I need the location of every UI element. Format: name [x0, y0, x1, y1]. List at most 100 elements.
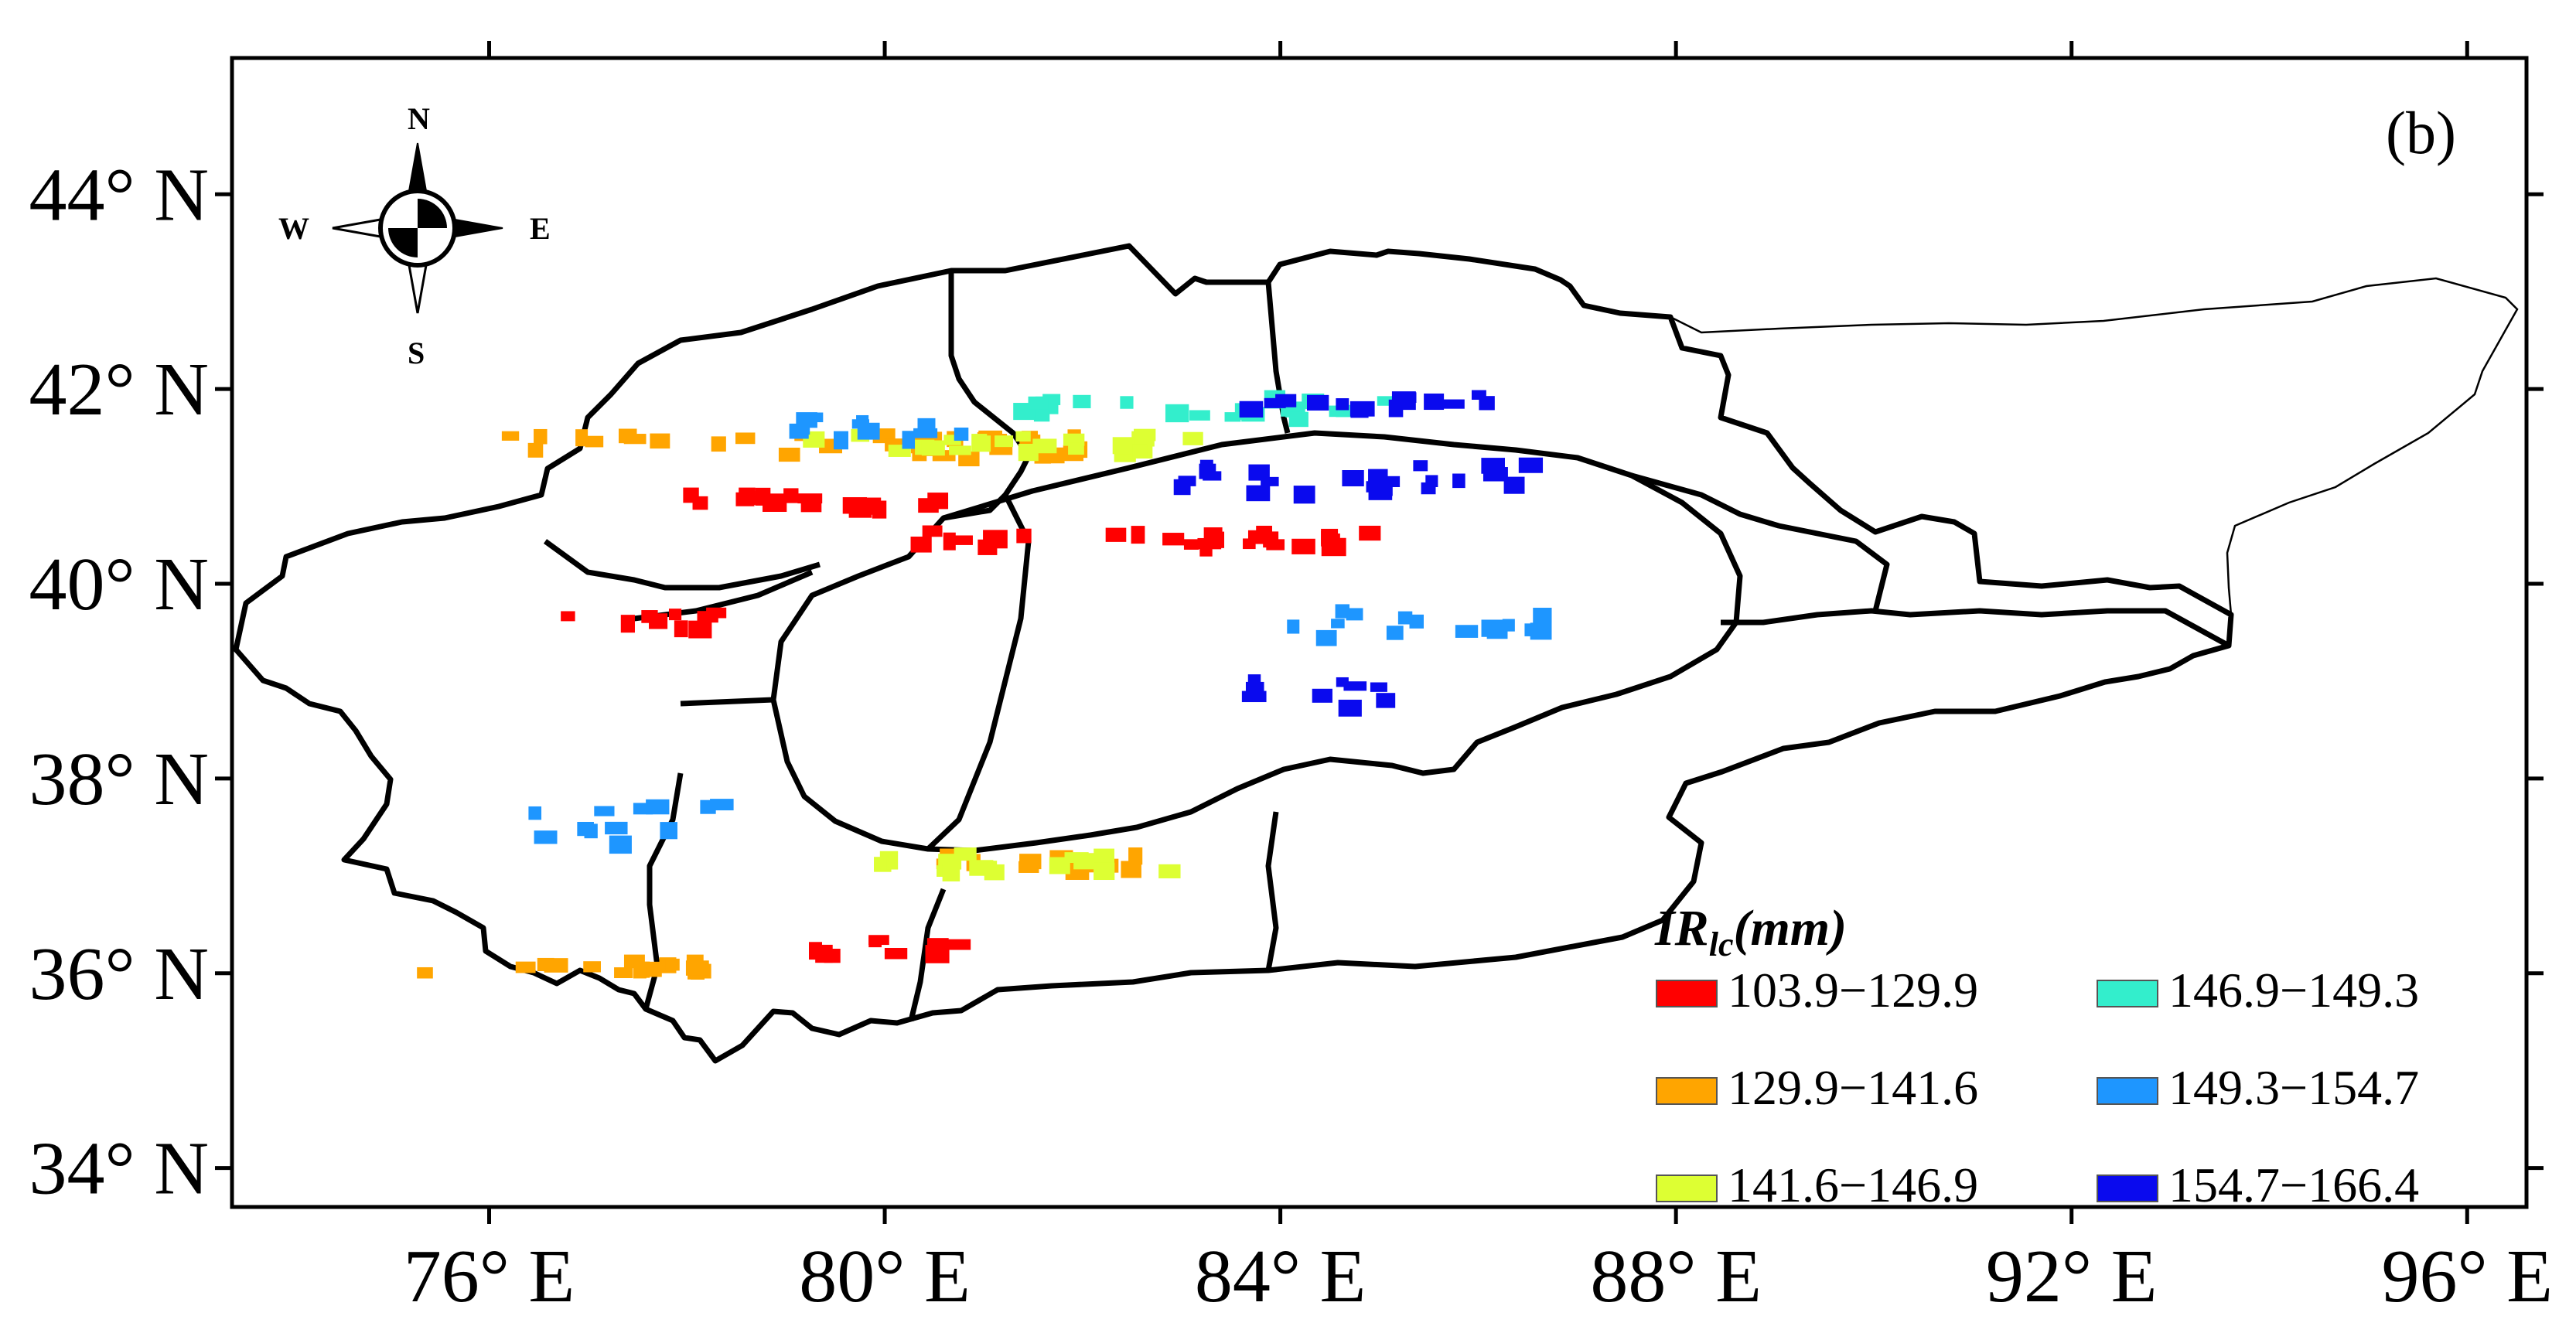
data-cell: [1323, 534, 1340, 549]
data-cell: [417, 967, 433, 979]
data-cell: [1342, 470, 1364, 486]
data-cell: [1455, 625, 1479, 638]
data-cell: [609, 835, 632, 854]
data-cell: [995, 435, 1014, 448]
data-cell: [1312, 688, 1332, 703]
data-cell: [1413, 460, 1428, 472]
east-north-split: [1631, 472, 1890, 612]
data-cell: [1016, 528, 1032, 544]
data-cell: [1331, 619, 1345, 629]
legend-swatch: [1656, 980, 1718, 1007]
data-cell: [668, 609, 682, 621]
region-boundaries: [233, 243, 2234, 1064]
data-cell: [618, 428, 637, 444]
data-cell: [984, 536, 1001, 547]
panel-label: (b): [2386, 99, 2456, 166]
data-cell: [1266, 539, 1285, 551]
data-cell: [585, 435, 604, 448]
data-cell: [1049, 857, 1070, 874]
data-cell: [1120, 396, 1134, 409]
legend-item: 141.6−146.9: [1656, 1157, 1978, 1212]
lat-tick-label: 44° N: [29, 153, 209, 237]
legend-swatch: [2097, 1077, 2158, 1105]
data-cell: [1530, 622, 1552, 640]
data-cell: [778, 447, 800, 462]
data-cell: [1424, 393, 1445, 411]
legend-title-unit: (mm): [1733, 900, 1847, 956]
data-cell: [534, 830, 558, 844]
data-cell: [1376, 693, 1396, 708]
data-cell: [918, 498, 939, 513]
irlc-cells: [417, 390, 1552, 980]
legend-label: 141.6−146.9: [1728, 1157, 1978, 1212]
data-cell: [700, 799, 716, 814]
data-cell: [534, 428, 548, 445]
data-cell: [1173, 479, 1191, 496]
data-cell: [623, 954, 645, 969]
data-cell: [857, 422, 880, 440]
data-cell: [1481, 619, 1504, 637]
legend-label: 149.3−154.7: [2168, 1060, 2419, 1115]
data-cell: [1368, 482, 1393, 500]
data-cell: [515, 961, 536, 973]
data-cell: [1162, 533, 1185, 546]
keriya-split: [1265, 811, 1279, 971]
data-cell: [1248, 464, 1270, 481]
data-cell: [1112, 437, 1135, 455]
legend-swatch: [2097, 1174, 2158, 1202]
axis-tick-labels: 44° N 42° N 40° N 38° N 36° N 34° N 76° E 80° E…: [29, 153, 2554, 1318]
eastern-extension-boundary: [1670, 277, 2519, 615]
data-cell: [1370, 682, 1387, 692]
legend: IRlc(mm) 103.9−129.9 129.9−141.6 141.6−146…: [1654, 900, 2419, 1212]
lon-tick-label: 76° E: [404, 1235, 575, 1318]
legend-item: 129.9−141.6: [1656, 1060, 1978, 1115]
data-cell: [954, 847, 977, 861]
data-cell: [1288, 411, 1308, 428]
data-cell: [710, 799, 734, 811]
data-cell: [958, 451, 980, 467]
data-cell: [1338, 699, 1362, 717]
data-cell: [683, 487, 699, 503]
data-cell: [1028, 396, 1049, 410]
data-cell: [924, 527, 938, 537]
data-cell: [1388, 399, 1404, 418]
legend-label: 146.9−149.3: [2168, 963, 2419, 1018]
data-cell: [1094, 848, 1114, 866]
data-cell: [620, 615, 635, 633]
data-cell: [660, 822, 677, 840]
data-cell: [706, 607, 727, 619]
data-cell: [971, 435, 991, 452]
data-cell: [1199, 463, 1216, 479]
data-cell: [527, 442, 544, 458]
data-cell: [1121, 861, 1141, 878]
lat-tick-label: 36° N: [29, 932, 209, 1016]
data-cell: [910, 537, 932, 553]
data-cell: [926, 938, 949, 953]
west-split-line: [543, 539, 821, 591]
data-cell: [1105, 527, 1127, 542]
lon-tick-label: 92° E: [1986, 1235, 2158, 1318]
legend-item: 103.9−129.9: [1656, 963, 1978, 1018]
lon-tick-label: 96° E: [2381, 1235, 2553, 1318]
data-cell: [1073, 853, 1097, 870]
data-cell: [665, 958, 680, 971]
data-cell: [1479, 396, 1495, 411]
data-cell: [1068, 442, 1084, 455]
data-cell: [783, 488, 799, 503]
legend-title-main: IR: [1654, 900, 1709, 956]
legend-item: 146.9−149.3: [2097, 963, 2419, 1018]
data-cell: [1275, 394, 1297, 407]
data-cell: [949, 535, 973, 545]
data-cell: [1315, 629, 1337, 646]
compass-w-label: W: [278, 211, 309, 246]
legend-swatch: [2097, 980, 2158, 1007]
data-cell: [833, 431, 848, 450]
lat-tick-label: 34° N: [29, 1127, 209, 1211]
data-cell: [1131, 526, 1145, 544]
data-cell: [1481, 458, 1505, 474]
data-cell: [1018, 861, 1039, 873]
data-cell: [1132, 444, 1148, 459]
data-cell: [537, 957, 554, 972]
compass-rose-icon: N S E W: [278, 101, 551, 370]
